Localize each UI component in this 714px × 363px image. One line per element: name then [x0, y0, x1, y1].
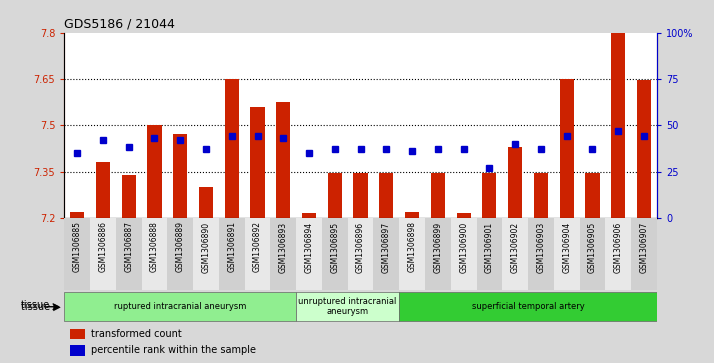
Bar [328, 173, 342, 218]
Bar [528, 218, 554, 290]
Text: GSM1306885: GSM1306885 [73, 221, 81, 272]
Bar [348, 218, 373, 290]
Bar [451, 218, 476, 290]
Bar [399, 218, 425, 290]
Bar [631, 218, 657, 290]
Text: percentile rank within the sample: percentile rank within the sample [91, 345, 256, 355]
Bar [373, 218, 399, 290]
Bar [476, 218, 502, 290]
Bar [96, 162, 110, 218]
Bar [302, 213, 316, 218]
Text: GSM1306887: GSM1306887 [124, 221, 134, 272]
Bar [116, 218, 141, 290]
Bar [322, 218, 348, 290]
Bar [534, 173, 548, 218]
Bar [580, 218, 605, 290]
Text: GSM1306890: GSM1306890 [201, 221, 211, 273]
Bar [296, 292, 399, 322]
Text: GDS5186 / 21044: GDS5186 / 21044 [64, 17, 175, 30]
Bar [199, 187, 213, 218]
Bar [560, 79, 574, 218]
Text: GSM1306905: GSM1306905 [588, 221, 597, 273]
Bar [167, 218, 193, 290]
Bar [64, 292, 296, 322]
Text: GSM1306891: GSM1306891 [227, 221, 236, 272]
Bar [225, 79, 238, 218]
Bar [141, 218, 167, 290]
Text: tissue: tissue [21, 300, 50, 310]
Bar [245, 218, 271, 290]
Bar [502, 218, 528, 290]
Bar [399, 292, 657, 322]
Text: GSM1306888: GSM1306888 [150, 221, 159, 272]
Bar [276, 102, 291, 218]
Text: GSM1306896: GSM1306896 [356, 221, 365, 273]
Bar [147, 125, 161, 218]
Bar [121, 175, 136, 218]
Bar [456, 213, 471, 218]
Text: GSM1306897: GSM1306897 [382, 221, 391, 273]
Bar [605, 218, 631, 290]
Bar [379, 173, 393, 218]
Text: transformed count: transformed count [91, 329, 181, 339]
Bar [585, 173, 600, 218]
Text: ruptured intracranial aneurysm: ruptured intracranial aneurysm [114, 302, 246, 311]
Bar [508, 147, 522, 218]
Bar [611, 33, 625, 218]
Text: GSM1306893: GSM1306893 [278, 221, 288, 273]
Text: GSM1306900: GSM1306900 [459, 221, 468, 273]
Text: GSM1306889: GSM1306889 [176, 221, 185, 272]
Text: tissue ▶: tissue ▶ [21, 302, 61, 312]
Bar [483, 173, 496, 218]
Text: GSM1306907: GSM1306907 [640, 221, 648, 273]
Text: GSM1306898: GSM1306898 [408, 221, 416, 272]
Bar [554, 218, 580, 290]
Text: GSM1306899: GSM1306899 [433, 221, 443, 273]
Bar [70, 345, 85, 356]
Bar [353, 173, 368, 218]
Bar [251, 107, 265, 218]
Bar [405, 212, 419, 218]
Bar [90, 218, 116, 290]
Bar [173, 135, 187, 218]
Bar [70, 329, 85, 339]
Bar [193, 218, 219, 290]
Bar [431, 173, 445, 218]
Bar [425, 218, 451, 290]
Bar [70, 212, 84, 218]
Bar [271, 218, 296, 290]
Text: GSM1306886: GSM1306886 [99, 221, 107, 272]
Bar [64, 218, 90, 290]
Text: GSM1306894: GSM1306894 [305, 221, 313, 273]
Text: superficial temporal artery: superficial temporal artery [472, 302, 585, 311]
Text: GSM1306895: GSM1306895 [331, 221, 339, 273]
Bar [637, 81, 651, 218]
Text: GSM1306902: GSM1306902 [511, 221, 520, 273]
Bar [219, 218, 245, 290]
Text: GSM1306906: GSM1306906 [614, 221, 623, 273]
Text: GSM1306903: GSM1306903 [536, 221, 545, 273]
Text: GSM1306904: GSM1306904 [562, 221, 571, 273]
Text: GSM1306901: GSM1306901 [485, 221, 494, 273]
Text: GSM1306892: GSM1306892 [253, 221, 262, 272]
Bar [296, 218, 322, 290]
Text: unruptured intracranial
aneurysm: unruptured intracranial aneurysm [298, 297, 397, 317]
